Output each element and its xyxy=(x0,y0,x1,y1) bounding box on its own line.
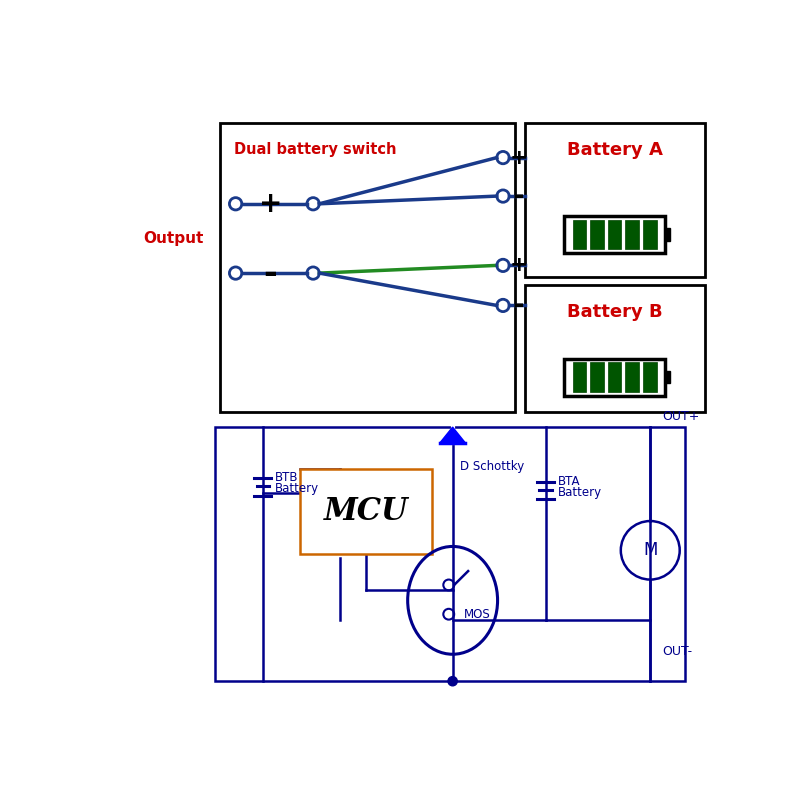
Text: OUT-: OUT- xyxy=(662,646,692,658)
Bar xyxy=(608,362,622,392)
Text: BTB: BTB xyxy=(275,471,298,485)
Text: MCU: MCU xyxy=(323,496,408,527)
Bar xyxy=(626,220,639,250)
Text: Battery A: Battery A xyxy=(566,141,662,159)
Text: Dual battery switch: Dual battery switch xyxy=(234,142,397,157)
Bar xyxy=(626,362,639,392)
Text: +: + xyxy=(259,190,282,218)
Text: +: + xyxy=(509,147,528,168)
Bar xyxy=(573,362,586,392)
Text: OUT+: OUT+ xyxy=(662,410,699,423)
Bar xyxy=(590,362,604,392)
Text: Battery: Battery xyxy=(558,486,602,499)
Bar xyxy=(665,229,670,241)
Text: Battery: Battery xyxy=(275,482,319,495)
Text: Output: Output xyxy=(143,231,204,246)
Bar xyxy=(665,371,670,383)
Text: -: - xyxy=(513,182,524,210)
Bar xyxy=(220,123,514,412)
Bar xyxy=(300,470,432,554)
Text: -: - xyxy=(513,291,524,319)
Bar xyxy=(643,220,657,250)
Text: BTA: BTA xyxy=(558,475,581,488)
Text: +: + xyxy=(509,255,528,275)
Polygon shape xyxy=(440,427,465,442)
Text: M: M xyxy=(643,542,658,559)
Bar xyxy=(525,285,705,412)
Text: MOS: MOS xyxy=(464,608,491,621)
Text: Battery B: Battery B xyxy=(566,302,662,321)
Bar xyxy=(214,427,685,682)
Bar xyxy=(564,358,665,395)
Text: D Schottky: D Schottky xyxy=(460,460,525,474)
Bar xyxy=(643,362,657,392)
Bar xyxy=(525,123,705,277)
Bar xyxy=(573,220,586,250)
Bar xyxy=(608,220,622,250)
Bar xyxy=(564,216,665,253)
Bar xyxy=(590,220,604,250)
Text: -: - xyxy=(264,257,278,290)
Circle shape xyxy=(448,677,458,686)
